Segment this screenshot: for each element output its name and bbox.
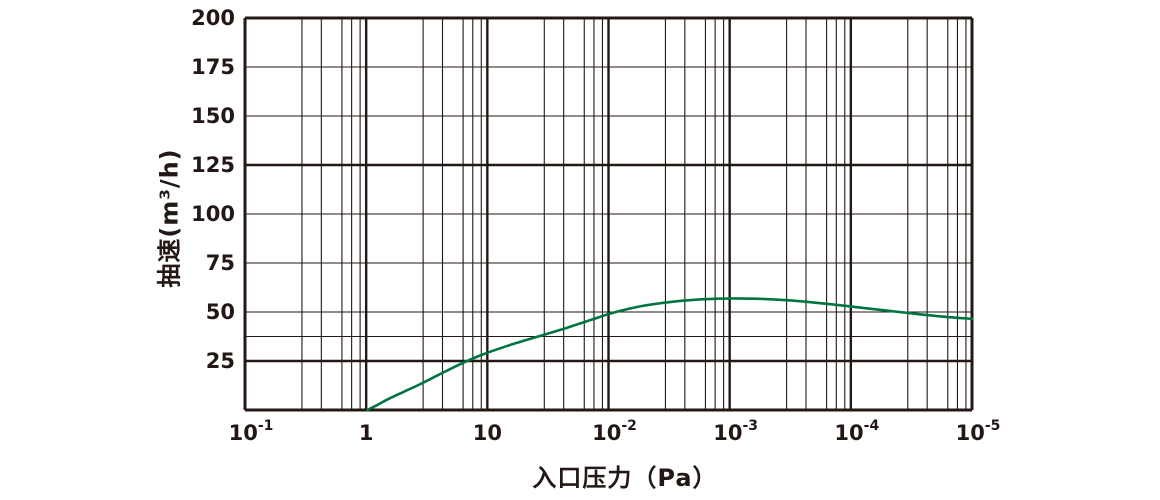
x-tick-label: 1	[359, 421, 374, 445]
y-tick-label: 125	[191, 153, 235, 177]
y-tick-label: 100	[191, 202, 235, 226]
speed-curve	[366, 297, 974, 412]
y-tick-label: 50	[206, 300, 235, 324]
y-tick-label: 25	[206, 349, 235, 373]
x-tick-label: 10-4	[834, 418, 879, 445]
x-tick-label: 10	[473, 421, 502, 445]
x-tick-label: 10-3	[713, 418, 758, 445]
y-tick-label: 200	[191, 6, 235, 30]
y-tick-label: 175	[191, 55, 235, 79]
x-tick-label: 10-5	[956, 418, 1001, 445]
x-tick-label: 10-1	[229, 418, 274, 445]
y-axis-title: 抽速(m³/h)	[155, 148, 184, 288]
x-tick-label: 10-2	[592, 418, 637, 445]
x-axis-title: 入口压力（Pa）	[532, 464, 718, 492]
y-tick-label: 75	[206, 251, 235, 275]
y-tick-label: 150	[191, 104, 235, 128]
